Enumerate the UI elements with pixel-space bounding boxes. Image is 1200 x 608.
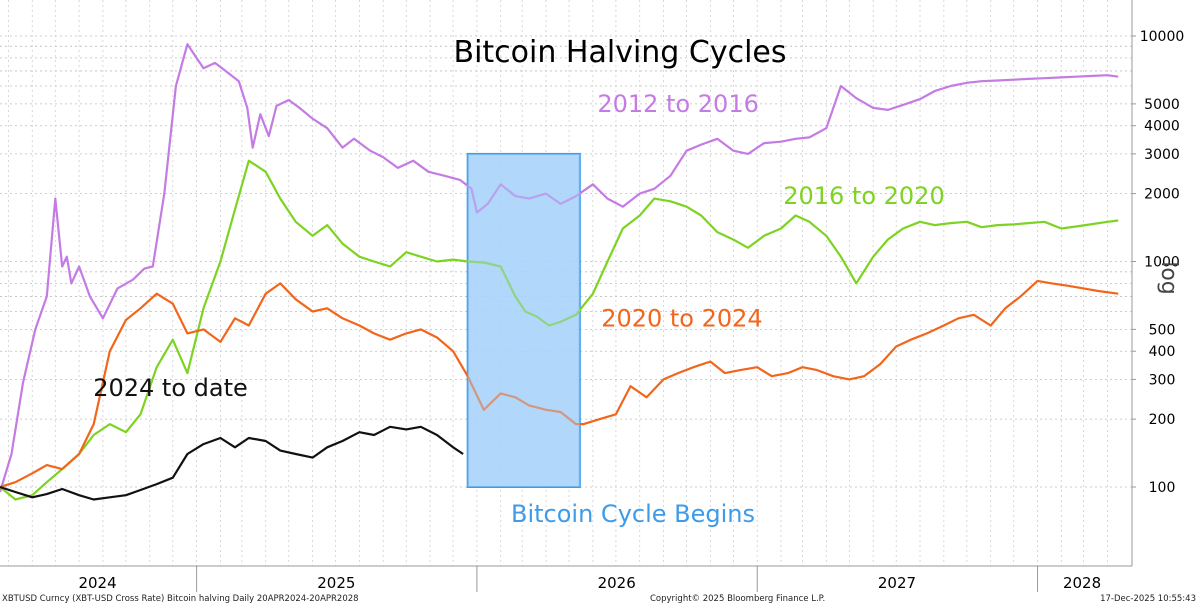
y-tick-label: 400: [1149, 344, 1176, 360]
series-annotation: 2024 to date: [93, 374, 248, 402]
footer-copyright: Copyright© 2025 Bloomberg Finance L.P.: [650, 594, 826, 604]
highlight-box: [466, 152, 581, 489]
highlight-overlay: [467, 153, 580, 487]
series-lines: [0, 43, 1119, 501]
chart-title: Bitcoin Halving Cycles: [454, 35, 787, 70]
y-axis-label: log: [1156, 261, 1181, 295]
y-tick-label: 100: [1149, 480, 1176, 496]
y-tick-label: 5000: [1144, 97, 1180, 113]
y-tick-label: 300: [1149, 372, 1176, 388]
series-line: [0, 159, 1119, 501]
series-line: [0, 425, 464, 501]
series-labels: 2012 to 2016 2016 to 2020 2020 to 2024 2024…: [93, 90, 945, 402]
y-tick-label: 500: [1149, 322, 1176, 338]
cycle-highlight: [466, 152, 581, 489]
y-tick-label: 4000: [1144, 119, 1180, 135]
y-tick-label: 1000: [1144, 255, 1180, 271]
y-tick-labels: 100 200 300 400 500 1000 2000 3000 4000 5000 10000: [1132, 29, 1184, 496]
series-line: [0, 279, 1119, 489]
x-year-label: 2026: [598, 574, 636, 592]
x-year-label: 2028: [1063, 574, 1101, 592]
footer-timestamp: 17-Dec-2025 10:55:43: [1100, 594, 1196, 604]
x-year-label: 2027: [878, 574, 916, 592]
y-tick-label: 2000: [1144, 187, 1180, 203]
y-tick-label: 200: [1149, 412, 1176, 428]
series-annotation: 2016 to 2020: [783, 182, 945, 210]
series-annotation: 2020 to 2024: [601, 304, 763, 332]
highlight-label: Bitcoin Cycle Begins: [511, 500, 755, 528]
bitcoin-halving-chart: 100 200 300 400 500 1000 2000 3000 4000 5000 10000…: [0, 0, 1185, 592]
footer-source: XBTUSD Curncy (XBT-USD Cross Rate) Bitco…: [2, 594, 359, 604]
y-tick-label: 10000: [1140, 29, 1185, 45]
x-year-label: 2025: [317, 574, 355, 592]
series-annotation: 2012 to 2016: [597, 90, 759, 118]
x-tick-labels: 2024 2025 2026 2027 2028: [78, 574, 1101, 592]
y-tick-label: 3000: [1144, 147, 1180, 163]
x-year-label: 2024: [78, 574, 116, 592]
series-line: [0, 43, 1119, 493]
